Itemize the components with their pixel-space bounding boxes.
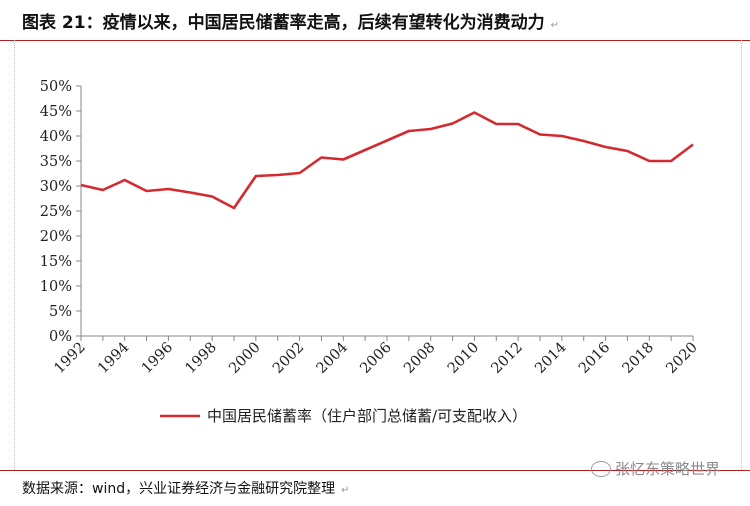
y-tick-label: 40% <box>40 129 72 145</box>
y-tick-label: 10% <box>40 279 72 295</box>
x-tick-label: 2014 <box>532 340 569 377</box>
x-tick-label: 2012 <box>489 340 526 377</box>
series-line <box>80 111 694 210</box>
y-tick-label: 30% <box>40 179 72 195</box>
legend-label: 中国居民储蓄率（住户部门总储蓄/可支配收入） <box>207 407 527 425</box>
x-tick-label: 1998 <box>183 340 220 377</box>
y-tick-label: 0% <box>49 329 72 345</box>
data-source: 数据来源：wind，兴业证券经济与金融研究院整理 ↵ <box>22 481 350 497</box>
y-tick-label: 20% <box>40 229 72 245</box>
y-tick-label: 50% <box>40 79 72 95</box>
x-tick-label: 2020 <box>663 340 700 377</box>
y-tick-label: 45% <box>40 104 72 120</box>
y-tick-label: 5% <box>49 304 72 320</box>
series-layer <box>80 111 694 210</box>
wechat-icon <box>590 460 611 477</box>
x-tick-label: 2016 <box>576 340 613 377</box>
x-tick-label: 2018 <box>620 340 657 377</box>
x-axis: 1992 1994 1996 1998 2000 2002 2004 2006 2008 2010… <box>51 335 701 377</box>
chart-frame <box>14 40 742 470</box>
y-tick-label: 35% <box>40 154 72 170</box>
chart-title: 图表 21：疫情以来，中国居民储蓄率走高，后续有望转化为消费动力 ↵ <box>22 13 559 33</box>
x-tick-label: 2010 <box>445 340 482 377</box>
x-tick-label: 2008 <box>401 340 438 377</box>
y-tick-label: 15% <box>40 254 72 270</box>
x-tick-label: 2004 <box>314 340 351 377</box>
watermark: 张忆东策略世界 <box>590 458 720 479</box>
title-bar: 图表 21：疫情以来，中国居民储蓄率走高，后续有望转化为消费动力 ↵ <box>0 0 750 41</box>
x-tick-label: 1996 <box>139 340 176 377</box>
x-tick-label: 2002 <box>270 340 307 377</box>
paragraph-mark-icon: ↵ <box>341 485 350 496</box>
y-tick-label: 25% <box>40 204 72 220</box>
footer-rule <box>0 470 750 471</box>
x-tick-label: 2006 <box>357 340 394 377</box>
x-tick-label: 1994 <box>95 340 132 377</box>
y-axis: 0% 5% 10% 15% 20% 25% 30% 35% 40% 45% 50% <box>40 79 82 345</box>
legend: 中国居民储蓄率（住户部门总储蓄/可支配收入） <box>160 407 527 425</box>
x-tick-label: 2000 <box>226 340 263 377</box>
watermark-text: 张忆东策略世界 <box>614 460 720 478</box>
paragraph-mark-icon: ↵ <box>550 20 559 31</box>
x-tick-label: 1992 <box>51 340 88 377</box>
savings-rate-line-chart: 0% 5% 10% 15% 20% 25% 30% 35% 40% 45% 50% 1992 1994… <box>40 79 701 425</box>
